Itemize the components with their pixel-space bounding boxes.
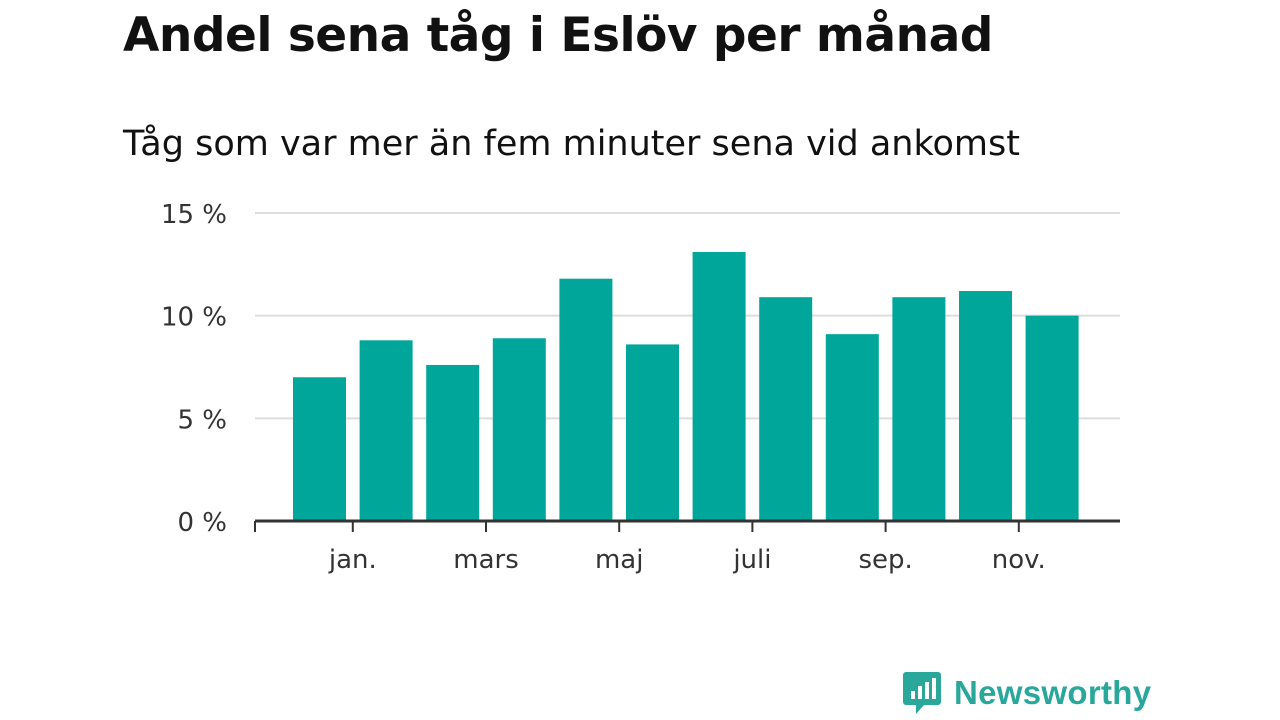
bar-okt. bbox=[959, 291, 1012, 521]
x-tick-label: mars bbox=[453, 545, 519, 575]
chart-subtitle: Tåg som var mer än fem minuter sena vid … bbox=[123, 124, 1020, 164]
bar-maj bbox=[626, 344, 679, 521]
x-tick-label: juli bbox=[732, 545, 771, 575]
x-tick-label: maj bbox=[595, 545, 643, 575]
bar-juli bbox=[759, 297, 813, 521]
x-tick-label: jan. bbox=[328, 545, 377, 575]
bar-aug. bbox=[825, 334, 879, 521]
bar-feb. bbox=[426, 364, 480, 521]
newsworthy-logo-icon bbox=[903, 672, 941, 714]
bar-jan. bbox=[359, 340, 413, 521]
brand-logo: Newsworthy bbox=[902, 670, 1151, 716]
bar-apr. bbox=[559, 278, 613, 521]
chart-title: Andel sena tåg i Eslöv per månad bbox=[123, 8, 993, 63]
y-tick-label: 15 % bbox=[161, 200, 227, 230]
x-tick-label: sep. bbox=[858, 545, 912, 575]
y-tick-label: 0 % bbox=[177, 508, 227, 538]
brand-name: Newsworthy bbox=[954, 674, 1152, 711]
bar-juni bbox=[692, 252, 746, 521]
bar-dec. bbox=[293, 377, 346, 521]
x-tick-label: nov. bbox=[992, 545, 1046, 575]
y-tick-label: 5 % bbox=[177, 405, 227, 435]
bar-mars bbox=[492, 338, 546, 521]
y-tick-label: 10 % bbox=[161, 303, 227, 333]
bar-nov. bbox=[1025, 315, 1079, 521]
bar-sep. bbox=[892, 297, 946, 521]
